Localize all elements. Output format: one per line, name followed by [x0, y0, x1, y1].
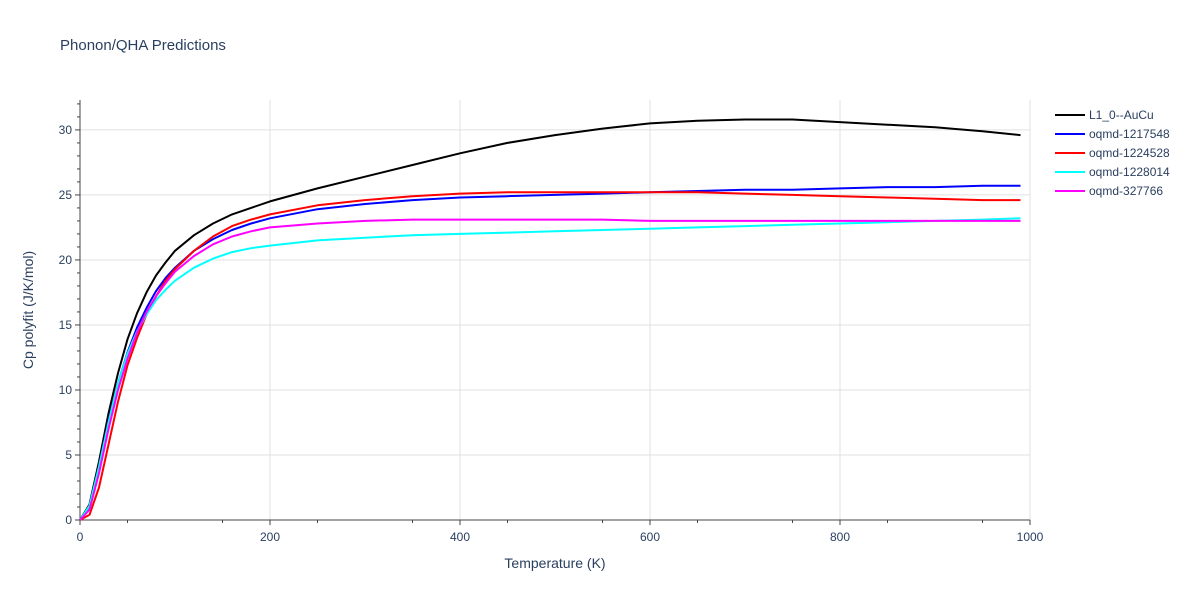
series-line-0 [79, 118, 1021, 521]
y-tick-label: 20 [59, 253, 73, 267]
y-axis-title: Cp polyfit (J/K/mol) [20, 251, 36, 369]
y-tick-label: 0 [65, 513, 72, 527]
legend-item[interactable]: oqmd-1217548 [1055, 127, 1170, 141]
x-tick-label: 0 [77, 530, 84, 544]
legend-label: oqmd-327766 [1089, 184, 1163, 198]
x-tick-label: 800 [830, 530, 850, 544]
x-tick-label: 600 [640, 530, 660, 544]
series-line-1 [79, 184, 1021, 521]
grid-layer [80, 100, 1031, 520]
legend-item[interactable]: oqmd-327766 [1055, 184, 1163, 198]
x-tick-label: 400 [450, 530, 470, 544]
legend-label: L1_0--AuCu [1089, 108, 1154, 122]
legend-label: oqmd-1224528 [1089, 146, 1170, 160]
y-tick-label: 30 [59, 123, 73, 137]
y-tick-label: 5 [65, 448, 72, 462]
axes-layer: 0 200 400 600 800 1000 0 5 10 15 20 25 30 [59, 100, 1044, 544]
legend-item[interactable]: oqmd-1224528 [1055, 146, 1170, 160]
y-tick-label: 15 [59, 318, 73, 332]
legend-label: oqmd-1217548 [1089, 127, 1170, 141]
x-tick-label: 1000 [1017, 530, 1044, 544]
chart-title: Phonon/QHA Predictions [60, 37, 226, 54]
series-line-4 [79, 218, 1021, 521]
series-line-2 [79, 191, 1021, 521]
y-tick-label: 25 [59, 188, 73, 202]
legend: L1_0--AuCu oqmd-1217548 oqmd-1224528 oqmd-1… [1055, 108, 1170, 198]
x-tick-label: 200 [260, 530, 280, 544]
series-line-3 [79, 217, 1021, 521]
y-tick-label: 10 [59, 383, 73, 397]
x-axis-title: Temperature (K) [504, 555, 605, 571]
series-layer [79, 118, 1021, 521]
legend-label: oqmd-1228014 [1089, 165, 1170, 179]
legend-item[interactable]: L1_0--AuCu [1055, 108, 1154, 122]
legend-item[interactable]: oqmd-1228014 [1055, 165, 1170, 179]
